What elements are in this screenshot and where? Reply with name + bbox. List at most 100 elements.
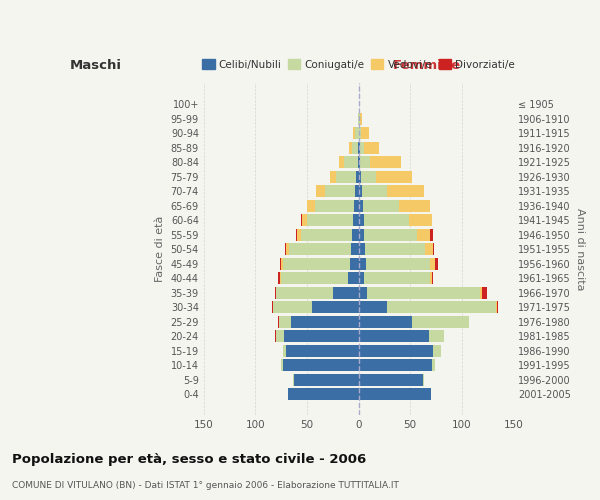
Bar (432, 272, 433, 284)
Bar (353, 214, 359, 226)
Bar (409, 214, 432, 226)
Bar (356, 171, 359, 182)
Bar (355, 128, 359, 139)
Bar (355, 186, 359, 197)
Bar (307, 200, 315, 211)
Bar (273, 301, 312, 313)
Bar (364, 272, 430, 284)
Bar (359, 113, 362, 124)
Bar (284, 330, 359, 342)
Bar (301, 214, 302, 226)
Bar (433, 344, 441, 356)
Bar (352, 229, 359, 240)
Bar (435, 258, 438, 270)
Bar (352, 244, 359, 255)
Bar (376, 171, 412, 182)
Bar (285, 244, 286, 255)
Bar (359, 388, 431, 400)
Bar (359, 142, 364, 154)
Bar (358, 113, 359, 124)
Bar (283, 258, 350, 270)
Bar (355, 200, 359, 211)
Bar (353, 128, 355, 139)
Bar (325, 186, 355, 197)
Bar (315, 200, 355, 211)
Bar (329, 171, 336, 182)
Bar (296, 229, 301, 240)
Bar (364, 229, 418, 240)
Bar (430, 258, 435, 270)
Bar (497, 301, 498, 313)
Text: COMUNE DI VITULANO (BN) - Dati ISTAT 1° gennaio 2006 - Elaborazione TUTTITALIA.I: COMUNE DI VITULANO (BN) - Dati ISTAT 1° … (12, 480, 399, 490)
Bar (307, 214, 353, 226)
Bar (359, 286, 367, 298)
Bar (349, 142, 352, 154)
Bar (272, 301, 273, 313)
Bar (336, 171, 356, 182)
Bar (365, 244, 425, 255)
Bar (359, 244, 365, 255)
Bar (358, 142, 359, 154)
Bar (275, 286, 276, 298)
Bar (482, 286, 487, 298)
Bar (289, 244, 352, 255)
Y-axis label: Fasce di età: Fasce di età (155, 216, 165, 282)
Bar (359, 374, 422, 386)
Bar (344, 156, 358, 168)
Bar (361, 171, 376, 182)
Bar (422, 374, 424, 386)
Bar (433, 244, 434, 255)
Bar (496, 301, 497, 313)
Bar (430, 272, 432, 284)
Bar (316, 186, 325, 197)
Bar (348, 272, 359, 284)
Bar (359, 186, 362, 197)
Bar (359, 258, 366, 270)
Bar (359, 229, 364, 240)
Bar (293, 374, 359, 386)
Bar (359, 200, 362, 211)
Bar (366, 258, 430, 270)
Bar (278, 316, 279, 328)
Bar (370, 156, 401, 168)
Bar (286, 344, 359, 356)
Bar (388, 186, 424, 197)
Bar (425, 244, 433, 255)
Bar (361, 128, 369, 139)
Bar (359, 316, 412, 328)
Bar (432, 359, 435, 371)
Text: Maschi: Maschi (70, 58, 121, 71)
Bar (430, 229, 433, 240)
Bar (281, 359, 283, 371)
Bar (352, 142, 358, 154)
Bar (283, 344, 286, 356)
Bar (276, 330, 284, 342)
Bar (333, 286, 359, 298)
Bar (359, 301, 388, 313)
Bar (399, 200, 430, 211)
Bar (359, 128, 361, 139)
Bar (418, 229, 430, 240)
Bar (339, 156, 344, 168)
Bar (292, 316, 359, 328)
Bar (359, 214, 364, 226)
Bar (281, 258, 283, 270)
Bar (364, 142, 379, 154)
Bar (359, 171, 361, 182)
Bar (429, 330, 444, 342)
Bar (283, 359, 359, 371)
Bar (279, 316, 292, 328)
Bar (302, 214, 307, 226)
Bar (281, 272, 348, 284)
Bar (359, 359, 432, 371)
Bar (359, 344, 433, 356)
Text: Popolazione per età, sesso e stato civile - 2006: Popolazione per età, sesso e stato civil… (12, 452, 366, 466)
Bar (301, 229, 352, 240)
Bar (412, 316, 469, 328)
Bar (289, 388, 359, 400)
Text: Femmine: Femmine (392, 58, 461, 71)
Bar (364, 214, 409, 226)
Bar (388, 301, 496, 313)
Bar (280, 258, 281, 270)
Bar (481, 286, 482, 298)
